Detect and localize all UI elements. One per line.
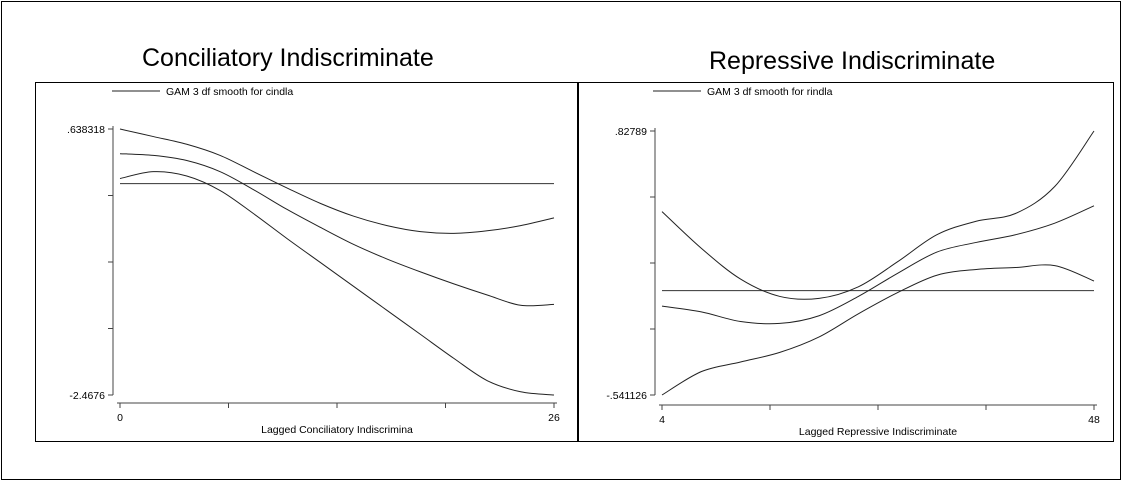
y-tick-label-min: -2.4676 xyxy=(69,390,105,402)
series-curve-1 xyxy=(119,128,555,234)
chart-svg-conciliatory: .638318 -2.4676 0 26 Lagged Conciliatory Ind… xyxy=(67,86,560,436)
chart-panel-repressive: .82789 -.541126 4 48 Lagged Repressive Indis… xyxy=(578,82,1114,442)
series-curve-3 xyxy=(119,171,555,396)
chart-title-repressive: Repressive Indiscriminate xyxy=(709,47,996,75)
chart-title-conciliatory: Conciliatory Indiscriminate xyxy=(142,44,434,72)
y-tick-label-max: .638318 xyxy=(67,124,105,136)
y-tick-label-max: .82789 xyxy=(615,126,647,138)
x-axis-title: Lagged Conciliatory Indiscrimina xyxy=(261,424,413,436)
legend-label: GAM 3 df smooth for rindla xyxy=(707,86,833,98)
x-tick-label-min: 0 xyxy=(117,412,123,424)
series-curve-3 xyxy=(661,264,1095,396)
x-tick-label-max: 26 xyxy=(548,412,560,424)
chart-svg-repressive: .82789 -.541126 4 48 Lagged Repressive Indis… xyxy=(606,86,1100,438)
legend-label: GAM 3 df smooth for cindla xyxy=(166,86,293,98)
series-curve-2 xyxy=(119,153,555,307)
y-tick-label-min: -.541126 xyxy=(606,390,647,402)
series-curve-1 xyxy=(661,130,1095,300)
x-axis-title: Lagged Repressive Indiscriminate xyxy=(799,426,957,438)
x-tick-label-min: 4 xyxy=(659,414,665,426)
series-curve-2 xyxy=(661,205,1095,325)
x-tick-label-max: 48 xyxy=(1088,414,1100,426)
chart-panel-conciliatory: .638318 -2.4676 0 26 Lagged Conciliatory Ind… xyxy=(35,82,578,442)
